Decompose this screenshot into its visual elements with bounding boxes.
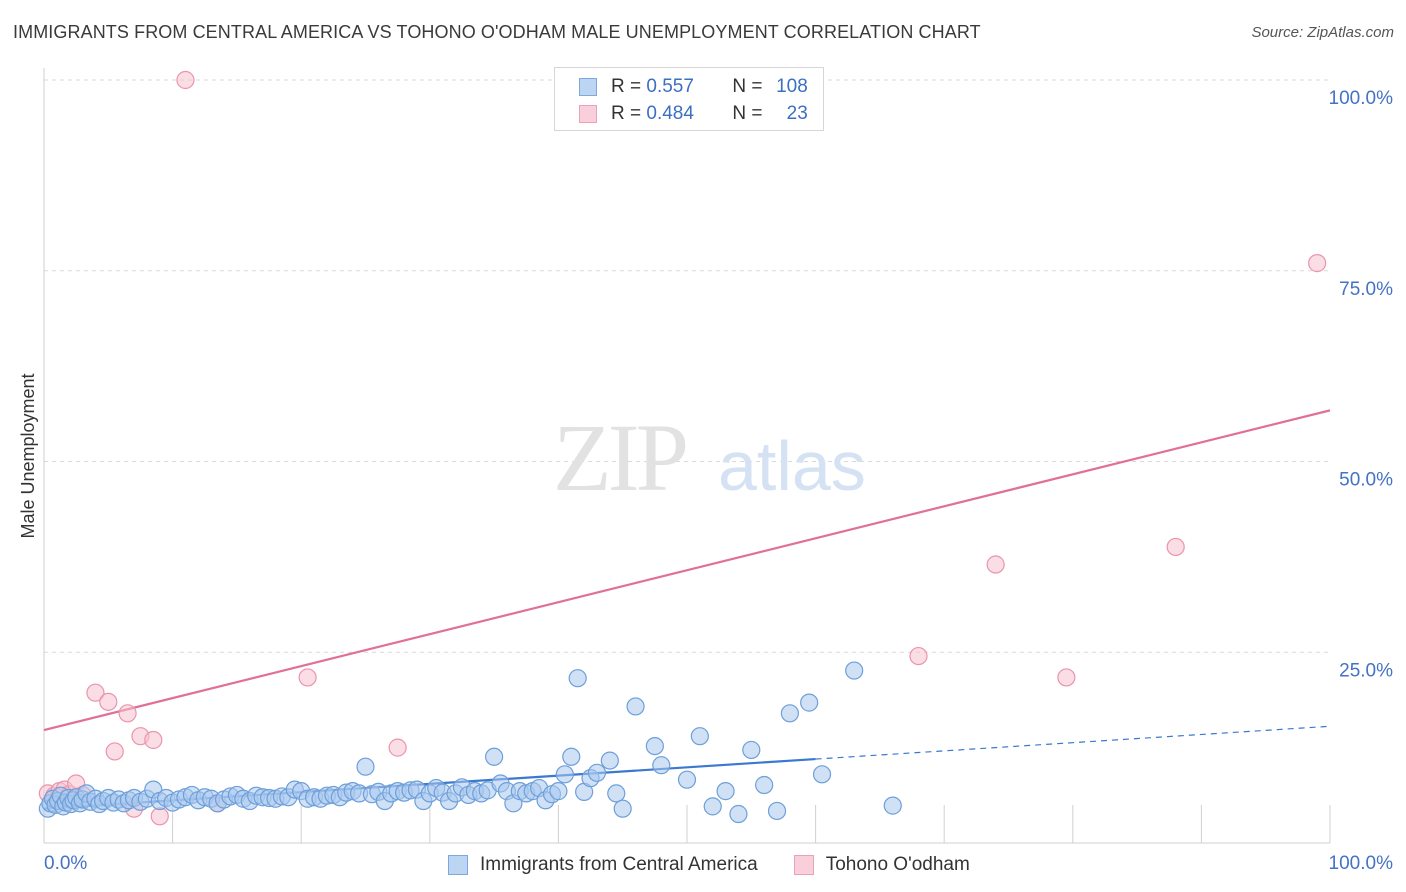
legend-n-value: 108 bbox=[776, 76, 808, 97]
data-point-pink bbox=[1308, 254, 1327, 273]
data-point-blue bbox=[356, 757, 375, 776]
data-point-blue bbox=[677, 770, 697, 789]
data-point-blue bbox=[883, 796, 902, 815]
data-point-blue bbox=[645, 736, 664, 756]
legend-row-blue: R = 0.557 N = 108 bbox=[579, 74, 808, 100]
data-point-blue bbox=[845, 661, 864, 680]
data-point-blue bbox=[549, 782, 568, 801]
legend-r-label: R = bbox=[611, 76, 642, 97]
trend-line-pink bbox=[43, 409, 1331, 732]
data-point-pink bbox=[909, 646, 928, 666]
data-point-blue bbox=[729, 804, 748, 824]
data-point-blue bbox=[652, 756, 671, 775]
legend-r-label: R = bbox=[611, 103, 642, 124]
data-point-pink bbox=[150, 807, 169, 826]
legend-row-pink: R = 0.484 N = 23 bbox=[579, 101, 808, 127]
legend-r-value: 0.484 bbox=[646, 103, 694, 124]
data-point-blue bbox=[600, 751, 619, 770]
data-point-blue bbox=[755, 775, 774, 795]
data-point-pink bbox=[388, 738, 407, 757]
y-tick-label: 25.0% bbox=[1339, 660, 1393, 681]
watermark-zip: ZIP bbox=[553, 404, 686, 511]
data-points bbox=[38, 70, 1327, 826]
y-axis-title: Male Unemployment bbox=[18, 373, 38, 538]
y-tick-label: 50.0% bbox=[1339, 470, 1393, 491]
data-point-pink bbox=[1057, 668, 1076, 687]
series-label-blue: Immigrants from Central America bbox=[480, 854, 758, 875]
y-tick-labels: 100.0% 75.0% 50.0% 25.0% bbox=[1329, 88, 1394, 681]
legend-r-value: 0.557 bbox=[646, 76, 694, 97]
data-point-pink bbox=[986, 555, 1005, 574]
legend-n-label: N = bbox=[732, 103, 763, 124]
data-point-blue bbox=[613, 799, 632, 818]
chart-title: IMMIGRANTS FROM CENTRAL AMERICA VS TOHON… bbox=[13, 22, 981, 42]
x-ticks bbox=[172, 805, 1331, 843]
trend-lines bbox=[43, 409, 1331, 810]
data-point-blue bbox=[690, 727, 709, 746]
data-point-pink bbox=[1166, 537, 1185, 557]
series-legend-item-pink: Tohono O'odham bbox=[793, 854, 970, 876]
data-point-blue bbox=[703, 797, 722, 816]
data-point-pink bbox=[118, 704, 137, 723]
legend-swatch-blue bbox=[579, 78, 597, 96]
grid-lines bbox=[44, 79, 1330, 653]
data-point-blue bbox=[562, 747, 581, 766]
legend-n-value: 23 bbox=[786, 103, 808, 124]
axes bbox=[43, 68, 1330, 844]
watermark-atlas: atlas bbox=[718, 427, 866, 505]
series-legend-item-blue: Immigrants from Central America bbox=[448, 854, 758, 876]
legend-n-label: N = bbox=[732, 76, 763, 97]
y-tick-label: 75.0% bbox=[1339, 279, 1393, 300]
watermark: ZIP atlas bbox=[553, 404, 866, 511]
trend-line-blue-extension bbox=[815, 725, 1331, 760]
chart-source: Source: ZipAtlas.com bbox=[1251, 24, 1394, 41]
data-point-blue bbox=[587, 763, 607, 782]
data-point-blue bbox=[812, 765, 832, 784]
data-point-blue bbox=[780, 704, 799, 723]
data-point-pink bbox=[176, 70, 195, 90]
data-point-blue bbox=[555, 765, 574, 784]
x-tick-label-left: 0.0% bbox=[44, 853, 87, 874]
data-point-blue bbox=[767, 801, 787, 821]
data-point-pink bbox=[298, 668, 317, 687]
legend-swatch-pink bbox=[579, 105, 597, 123]
data-point-pink bbox=[99, 692, 118, 711]
data-point-pink bbox=[86, 683, 105, 702]
data-point-blue bbox=[626, 697, 645, 716]
data-point-pink bbox=[144, 730, 163, 750]
data-point-blue bbox=[800, 693, 819, 712]
data-point-blue bbox=[742, 740, 761, 760]
y-tick-label: 100.0% bbox=[1329, 88, 1394, 109]
series-swatch-blue bbox=[448, 855, 468, 875]
correlation-legend: R = 0.557 N = 108 R = 0.484 N = 23 bbox=[554, 67, 824, 131]
data-point-blue bbox=[485, 747, 504, 766]
data-point-blue bbox=[716, 782, 735, 801]
data-point-pink bbox=[105, 742, 124, 761]
series-label-pink: Tohono O'odham bbox=[825, 854, 970, 875]
data-point-blue bbox=[568, 669, 587, 688]
series-swatch-pink bbox=[793, 855, 814, 875]
x-tick-label-right: 100.0% bbox=[1329, 853, 1394, 874]
data-point-blue bbox=[607, 784, 626, 803]
series-legend: Immigrants from Central America Tohono O… bbox=[448, 852, 1006, 878]
